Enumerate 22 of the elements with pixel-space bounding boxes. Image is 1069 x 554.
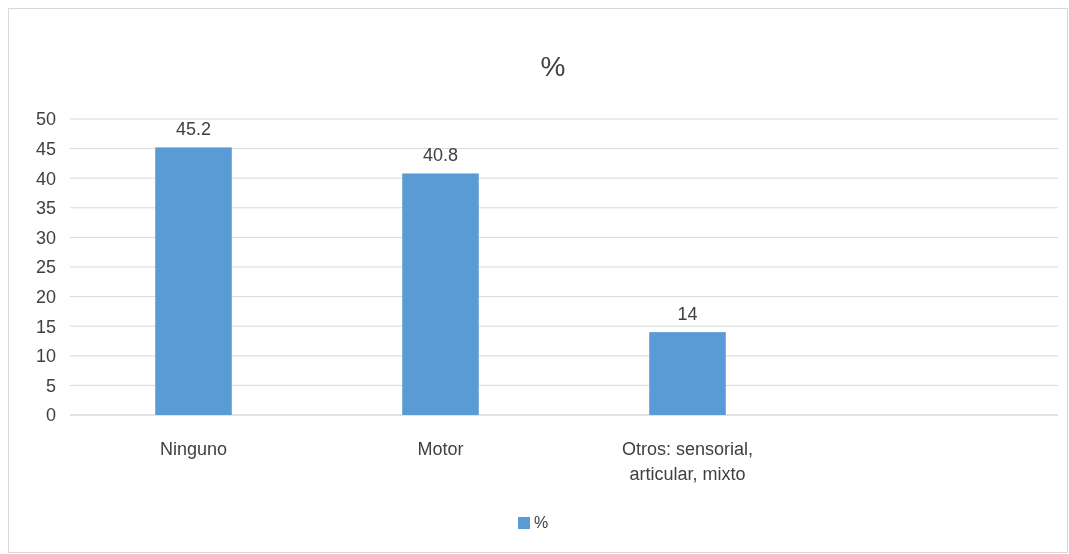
x-tick-label: Otros: sensorial, articular, mixto	[621, 439, 754, 484]
y-tick-label: 5	[45, 375, 56, 396]
y-tick-label: 35	[35, 198, 56, 219]
data-label: 14	[677, 304, 698, 325]
x-tick-label: Ninguno	[159, 439, 228, 459]
y-tick-label: 10	[35, 346, 56, 367]
bar	[402, 173, 479, 415]
x-tick-label: Motor	[417, 439, 464, 459]
data-label: 40.8	[422, 145, 459, 166]
y-tick-label: 50	[35, 109, 56, 130]
y-tick-label: 30	[35, 227, 56, 248]
y-tick-label: 40	[35, 168, 56, 189]
y-tick-label: 0	[45, 405, 56, 426]
bar	[155, 147, 232, 415]
y-tick-label: 45	[35, 138, 56, 159]
chart-title: %	[540, 51, 566, 82]
y-tick-label: 20	[35, 286, 56, 307]
legend-label: %	[534, 514, 549, 531]
bar	[649, 332, 726, 415]
data-label: 45.2	[175, 119, 212, 140]
y-tick-label: 25	[35, 257, 56, 278]
y-tick-label: 15	[35, 316, 56, 337]
